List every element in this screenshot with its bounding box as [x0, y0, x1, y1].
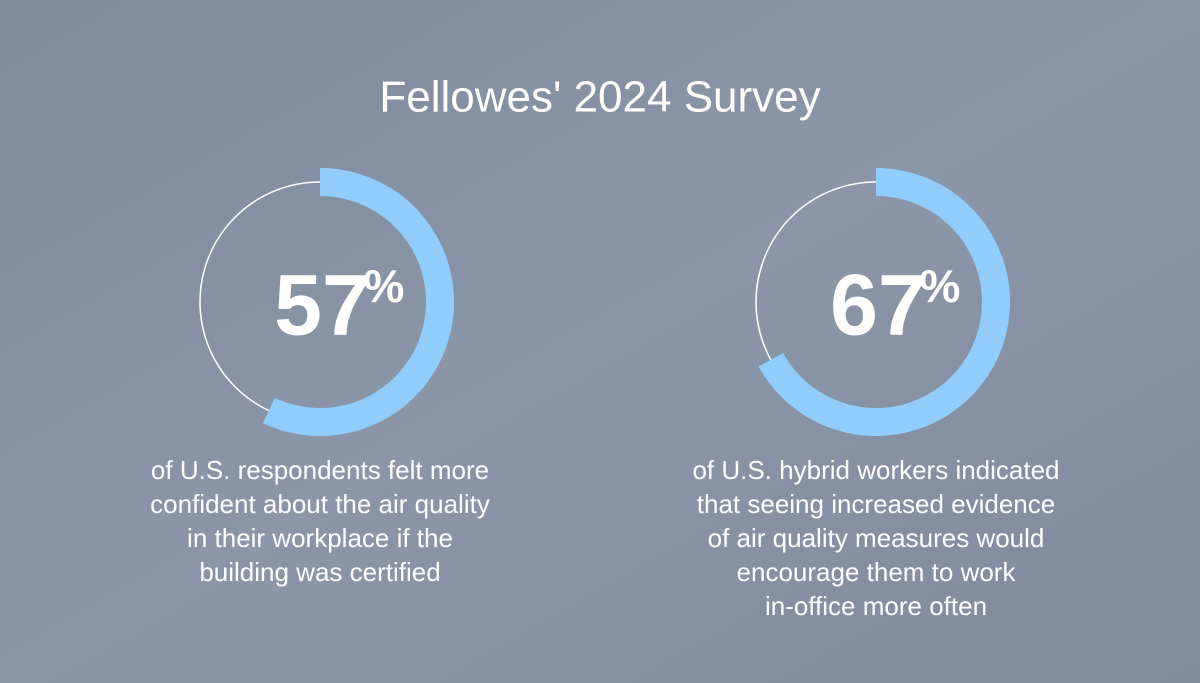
caption-line: confident about the air quality [150, 489, 490, 519]
caption-line: in-office more often [765, 591, 987, 621]
value-label: 57 [274, 258, 370, 354]
gauge-arc [758, 168, 1010, 436]
value-unit: % [920, 260, 961, 312]
title: Fellowes' 2024 Survey [379, 73, 820, 122]
caption-line: of air quality measures would [708, 523, 1045, 553]
caption-line: that seeing increased evidence [697, 489, 1055, 519]
caption-line: in their workplace if the [187, 523, 453, 553]
value-unit: % [364, 260, 405, 312]
caption-line: of U.S. respondents felt more [151, 455, 489, 485]
value-label: 67 [830, 258, 926, 354]
gauge-arc [262, 168, 454, 436]
caption-line: encourage them to work [737, 557, 1017, 587]
caption-line: of U.S. hybrid workers indicated [692, 455, 1059, 485]
caption-line: building was certified [199, 557, 440, 587]
